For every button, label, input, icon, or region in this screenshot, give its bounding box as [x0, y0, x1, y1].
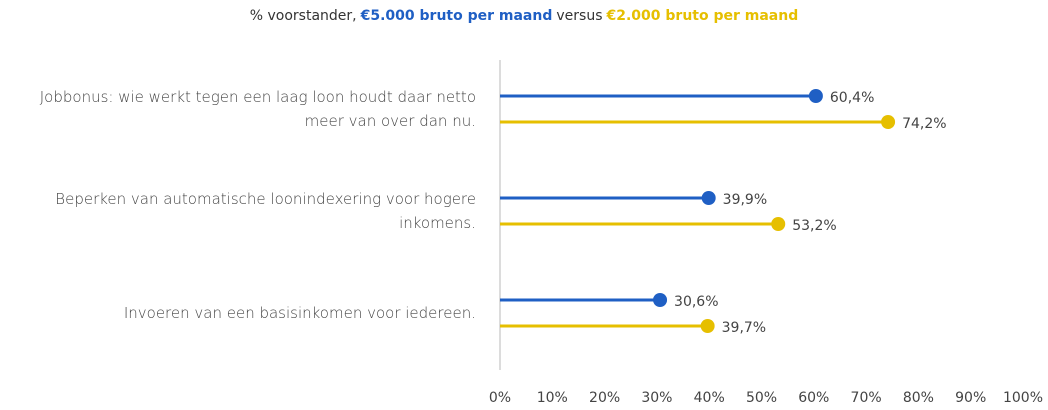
value-label: 39,9%	[723, 192, 767, 208]
value-label: 60,4%	[830, 90, 874, 106]
lollipop-dot	[700, 319, 715, 333]
category-label: Jobbonus: wie werkt tegen een laag loon …	[39, 88, 476, 130]
x-tick-label: 40%	[694, 390, 725, 406]
category-label: Invoeren van een basisinkomen voor ieder…	[123, 304, 476, 322]
title-joiner: versus	[556, 8, 603, 24]
x-tick-label: 0%	[489, 390, 511, 406]
x-tick-label: 100%	[1003, 390, 1043, 406]
lollipop-dot	[701, 191, 716, 205]
legend-series: €5.000 bruto per maand	[360, 8, 553, 24]
x-tick-label: 90%	[955, 390, 986, 406]
value-label: 39,7%	[722, 320, 766, 336]
x-tick-label: 10%	[537, 390, 568, 406]
x-tick-label: 20%	[589, 390, 620, 406]
value-label: 74,2%	[902, 116, 946, 132]
category-label: Beperken van automatische loonindexering…	[55, 190, 476, 232]
x-tick-label: 80%	[903, 390, 934, 406]
title-prefix: % voorstander,	[249, 8, 357, 24]
lollipop-dot	[653, 293, 668, 307]
value-label: 53,2%	[792, 218, 836, 234]
lollipop-dot	[808, 89, 823, 103]
x-tick-label: 30%	[641, 390, 672, 406]
x-tick-label: 60%	[798, 390, 829, 406]
lollipop-dot	[881, 115, 896, 129]
x-tick-label: 50%	[746, 390, 777, 406]
legend-series: €2.000 bruto per maand	[606, 8, 799, 24]
chart-title: % voorstander, €5.000 bruto per maand vers…	[0, 8, 1048, 24]
value-label: 30,6%	[674, 294, 718, 310]
x-tick-label: 70%	[851, 390, 882, 406]
lollipop-dot	[771, 217, 786, 231]
